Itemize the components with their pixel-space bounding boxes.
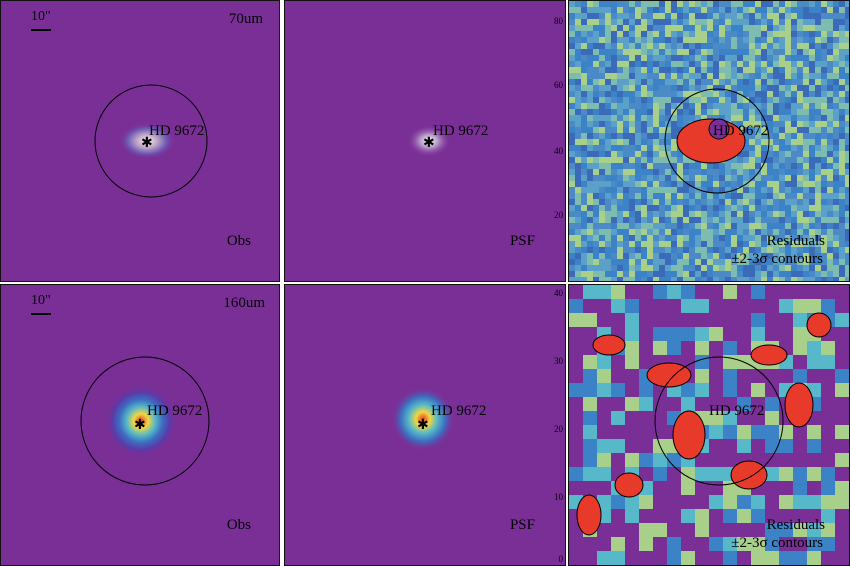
psf-caption: PSF [509, 233, 535, 249]
obs-160um-image: ✱ [80, 356, 210, 486]
star-marker: ✱ [141, 135, 153, 151]
obs-70um-image: ✱ [94, 84, 208, 198]
scale-label: 10" [31, 9, 51, 24]
residual-contour-caption: ±2-3σ contours [731, 535, 823, 551]
residual-contour-caption: ±2-3σ contours [731, 251, 823, 267]
star-marker: ✱ [134, 417, 146, 433]
axis-tick: 0 [558, 554, 564, 564]
axis-tick: 20 [554, 424, 563, 434]
psf-caption: PSF [509, 517, 535, 533]
axis-tick: 60 [554, 80, 563, 90]
star-marker: ✱ [423, 135, 435, 151]
axis-tick: 30 [554, 356, 563, 366]
target-label: HD 9672 [149, 123, 205, 139]
residual-caption: Residuals [766, 517, 825, 533]
aperture-circle [80, 356, 210, 486]
obs-160um-panel: ✱ 160um 10" HD 9672 Obs [0, 284, 280, 566]
residual-caption: Residuals [766, 233, 825, 249]
band-label: 160um [223, 295, 265, 311]
axis-tick: 40 [554, 146, 563, 156]
psf-70um-panel: ✱ HD 9672 PSF 80 60 40 20 [284, 0, 566, 282]
axis-tick: 80 [554, 16, 563, 26]
target-label: HD 9672 [709, 403, 765, 419]
obs-70um-panel: ✱ 70um 10" HD 9672 Obs [0, 0, 280, 282]
target-label: HD 9672 [713, 123, 769, 139]
band-label: 70um [228, 11, 263, 27]
axis-tick: 20 [554, 210, 563, 220]
psf-160um-panel: ✱ HD 9672 PSF 40 30 20 10 0 [284, 284, 566, 566]
psf-160um-image: ✱ [391, 387, 455, 451]
scale-bar [31, 29, 51, 31]
aperture-circle [94, 84, 208, 198]
axis-tick: 40 [554, 288, 563, 298]
residual-160um-image [569, 285, 849, 565]
residual-160um-panel: HD 9672 Residuals ±2-3σ contours [568, 284, 850, 566]
star-marker: ✱ [417, 417, 429, 433]
psf-70um-image: ✱ [407, 125, 451, 157]
axis-tick: 10 [554, 492, 563, 502]
obs-caption: Obs [226, 517, 251, 533]
residual-70um-panel: HD 9672 Residuals ±2-3σ contours [568, 0, 850, 282]
target-label: HD 9672 [433, 123, 489, 139]
residual-70um-image [569, 1, 849, 281]
target-label: HD 9672 [431, 403, 487, 419]
scale-label: 10" [31, 293, 51, 308]
target-label: HD 9672 [147, 403, 203, 419]
scale-bar [31, 313, 51, 315]
obs-caption: Obs [226, 233, 251, 249]
